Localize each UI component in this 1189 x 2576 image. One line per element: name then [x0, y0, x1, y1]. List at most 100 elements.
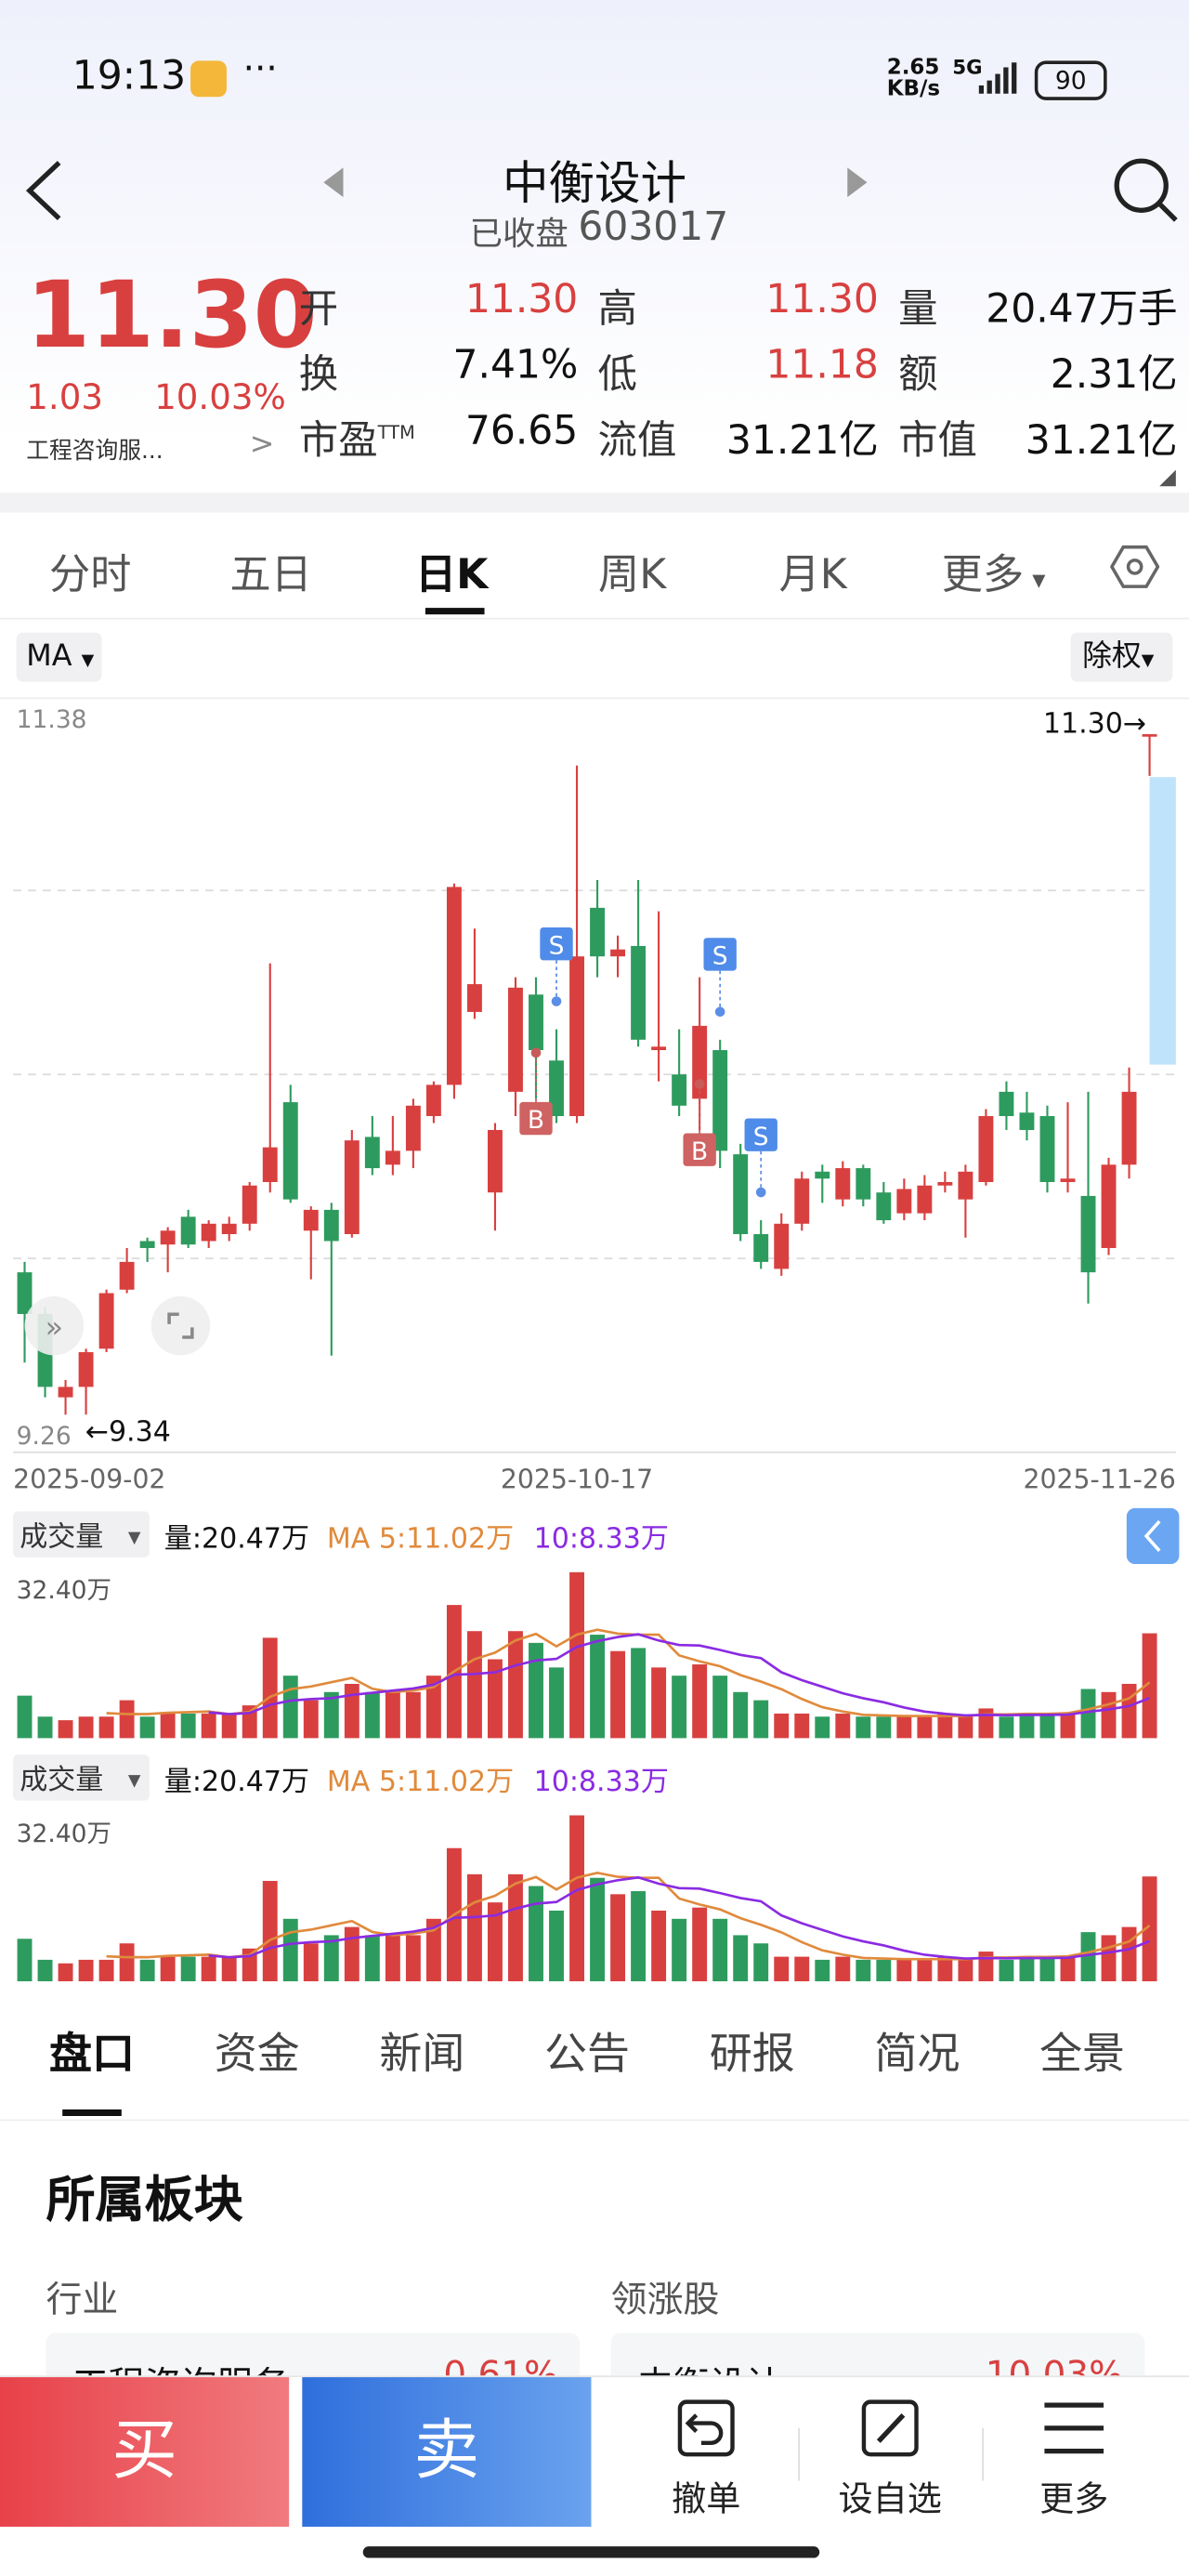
signal-icon	[978, 62, 1017, 94]
volume-bar	[569, 1571, 584, 1739]
volume-bar	[262, 1637, 278, 1739]
volume-bar	[835, 1713, 851, 1739]
active-tab-indicator	[62, 2109, 122, 2117]
period-tab[interactable]: 更多 ▾	[941, 550, 1046, 598]
home-indicator	[362, 2546, 820, 2558]
volume-bar	[958, 1716, 973, 1739]
volume-bar	[364, 1691, 380, 1739]
next-stock[interactable]	[844, 164, 870, 201]
x-tick-label: 2025-10-17	[501, 1465, 653, 1495]
watch-icon	[861, 2399, 919, 2457]
volume-bar	[835, 1956, 851, 1982]
cancel-icon	[677, 2399, 735, 2457]
volume-bar	[37, 1959, 53, 1982]
ma10-line	[208, 1875, 1151, 1960]
period-tab[interactable]: 周K	[598, 550, 667, 598]
volume-profile	[1149, 777, 1176, 1065]
volume-bar	[958, 1959, 973, 1982]
volume-bar	[1142, 1633, 1157, 1739]
signal-label: S	[753, 1123, 769, 1151]
field-value: 11.18	[765, 341, 879, 388]
field-label: 流值	[597, 417, 677, 464]
signal-dot	[755, 1187, 766, 1198]
volume-bar	[815, 1716, 830, 1739]
volume-bar	[488, 1659, 503, 1739]
candle-body	[139, 1241, 155, 1248]
candle-body	[466, 984, 482, 1012]
indicator-button[interactable]: MA ▼	[16, 632, 102, 682]
action-label[interactable]: 撤单	[672, 2478, 741, 2519]
detail-tab[interactable]: 简况	[874, 2031, 960, 2081]
detail-tab[interactable]: 资金	[214, 2031, 300, 2081]
candle-body	[405, 1105, 421, 1151]
action-label[interactable]: 设自选	[838, 2478, 942, 2519]
separator	[798, 2427, 800, 2481]
candle-body	[262, 1147, 278, 1182]
caret: ▾	[1024, 563, 1046, 595]
period-tab[interactable]: 月K	[778, 550, 847, 598]
x-tick-label: 2025-11-26	[1024, 1465, 1176, 1495]
candle-body	[160, 1230, 176, 1245]
y-axis-max: 11.38	[17, 705, 87, 734]
candle-body	[1039, 1116, 1055, 1182]
buy-button[interactable]: 买	[0, 2377, 290, 2527]
last-price: 11.30	[26, 262, 318, 370]
volume-bar	[98, 1716, 114, 1739]
candle-body	[937, 1181, 953, 1186]
volume-label: 量:20.47万	[164, 1766, 309, 1798]
back-button[interactable]	[17, 156, 83, 229]
detail-tab[interactable]: 公告	[544, 2031, 631, 2081]
candle-body	[1101, 1164, 1117, 1248]
candle-body	[610, 949, 626, 957]
volume-bar	[815, 1959, 830, 1982]
volume-bar	[180, 1713, 196, 1739]
action-label[interactable]: 更多	[1039, 2478, 1109, 2519]
volume-max-label: 32.40万	[17, 1820, 111, 1848]
sector-link[interactable]: 工程咨询服...	[26, 439, 163, 466]
search-button[interactable]	[1110, 154, 1182, 227]
speed-unit: KB/s	[886, 77, 941, 102]
detail-tab[interactable]: 研报	[709, 2031, 795, 2081]
caret: ▼	[1141, 651, 1155, 671]
period-tab[interactable]: 日K	[414, 550, 489, 598]
volume-bar	[856, 1959, 871, 1982]
collapse-button	[24, 1295, 85, 1356]
settings-button[interactable]	[1110, 542, 1160, 591]
detail-tab[interactable]: 全景	[1039, 2031, 1126, 2081]
field-value: 31.21亿	[1025, 417, 1178, 464]
expand-corner[interactable]	[1156, 469, 1180, 490]
volume-bar	[1080, 1932, 1096, 1982]
prev-stock[interactable]	[320, 164, 346, 201]
active-tab-indicator	[425, 608, 485, 615]
field-value: 31.21亿	[725, 417, 879, 464]
volume-bar	[1121, 1926, 1137, 1982]
sell-button[interactable]: 卖	[302, 2377, 592, 2527]
candle-body	[856, 1168, 871, 1200]
candle-body	[201, 1223, 216, 1242]
volume-bar	[119, 1700, 135, 1739]
net-speed: 2.65 KB/s	[887, 58, 940, 100]
field-label: 开	[298, 285, 339, 333]
volume-bar	[37, 1716, 53, 1739]
volume-bar	[78, 1716, 94, 1739]
caret: ▼	[128, 1529, 141, 1547]
period-tab[interactable]: 五日	[229, 550, 312, 598]
y-axis-min: 9.26	[17, 1422, 72, 1451]
speed: 2.65	[886, 56, 940, 81]
volume-bar	[672, 1918, 687, 1982]
volume-bar	[590, 1877, 606, 1982]
fullscreen-button	[150, 1295, 211, 1356]
detail-tab[interactable]: 新闻	[379, 2031, 465, 2081]
period-tab[interactable]: 分时	[49, 550, 132, 598]
volume-bar	[651, 1910, 667, 1982]
volume-bar	[692, 1907, 708, 1982]
volume-bar	[856, 1716, 871, 1739]
candle-body	[323, 1209, 339, 1242]
adjust-button[interactable]: 除权▼	[1070, 632, 1173, 682]
volume-bar	[590, 1635, 606, 1739]
volume-bar	[549, 1910, 564, 1982]
section-title: 所属板块	[46, 2172, 243, 2229]
volume-bar	[385, 1935, 400, 1982]
detail-tab[interactable]: 盘口	[49, 2031, 135, 2081]
volume-bar	[323, 1691, 339, 1739]
